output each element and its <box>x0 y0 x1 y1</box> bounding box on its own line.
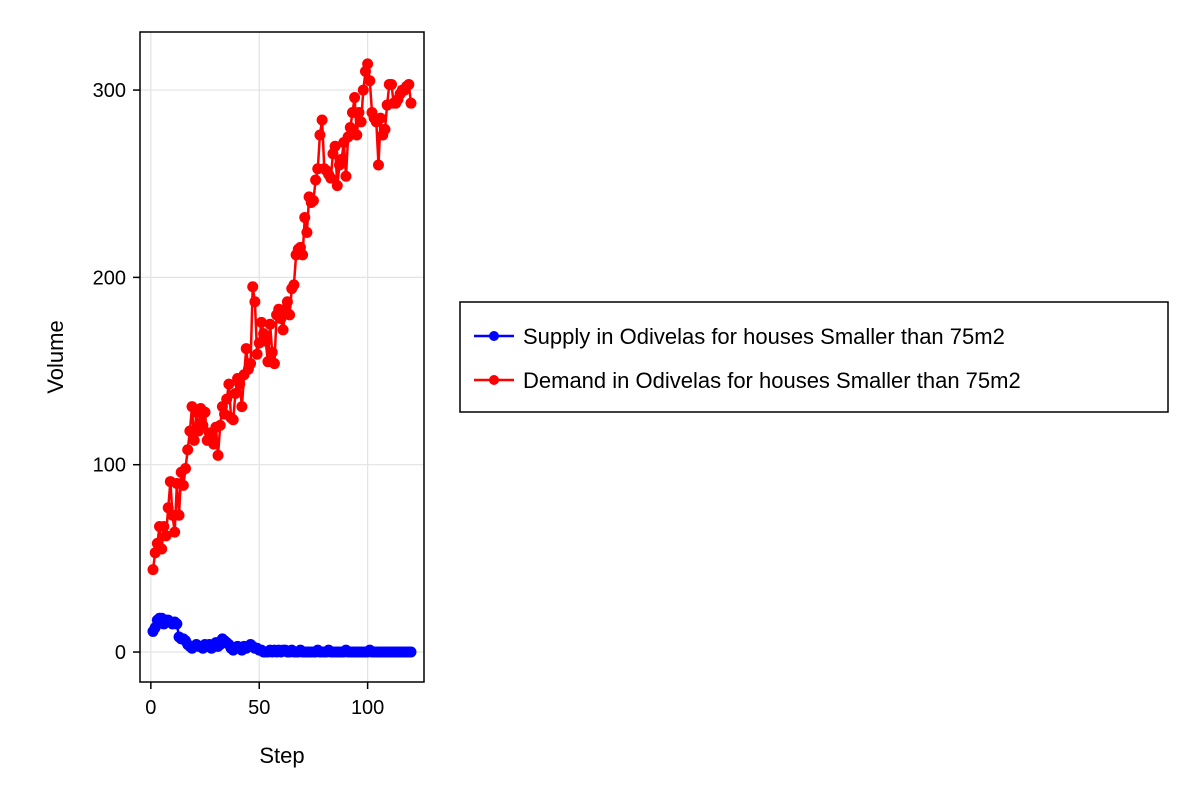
legend: Supply in Odivelas for houses Smaller th… <box>459 301 1169 413</box>
legend-marker-demand <box>489 375 499 385</box>
data-point <box>281 296 293 308</box>
data-point <box>197 419 209 431</box>
data-point <box>147 564 159 576</box>
y-tick-label: 200 <box>93 267 126 289</box>
data-point <box>372 159 384 171</box>
x-tick-label: 0 <box>145 697 156 719</box>
data-point <box>385 78 397 90</box>
data-point <box>251 348 263 360</box>
data-point <box>405 646 417 658</box>
data-point <box>229 388 241 400</box>
data-point <box>247 281 259 293</box>
data-point <box>227 414 239 426</box>
data-point <box>264 318 276 330</box>
data-point <box>234 378 246 390</box>
data-point <box>342 131 354 143</box>
data-point <box>199 406 211 418</box>
data-point <box>277 324 289 336</box>
data-point <box>349 92 361 104</box>
data-point <box>221 393 233 405</box>
data-point <box>245 358 257 370</box>
data-point <box>182 444 194 456</box>
data-point <box>297 249 309 261</box>
data-point <box>255 316 267 328</box>
data-point <box>249 296 261 308</box>
x-axis-title: Step <box>259 743 304 768</box>
data-point <box>329 140 341 152</box>
data-point <box>405 97 417 109</box>
data-point <box>284 309 296 321</box>
y-tick-label: 300 <box>93 80 126 102</box>
data-point <box>156 543 168 555</box>
axis-ticks: 0 50 100 0 100 200 300 <box>93 80 385 719</box>
data-point <box>180 462 192 474</box>
y-axis-title: Volume <box>43 320 68 393</box>
data-point <box>310 174 322 186</box>
data-point <box>212 449 224 461</box>
data-point <box>173 509 185 521</box>
data-point <box>169 526 181 538</box>
legend-label-supply: Supply in Odivelas for houses Smaller th… <box>523 324 1005 349</box>
data-point <box>299 211 311 223</box>
data-point <box>344 122 356 134</box>
data-point <box>364 75 376 87</box>
data-point <box>314 129 326 141</box>
data-point <box>362 58 374 70</box>
data-point <box>357 84 369 96</box>
data-point <box>301 226 313 238</box>
legend-entry-demand: Demand in Odivelas for houses Smaller th… <box>474 368 1021 393</box>
data-point <box>325 172 337 184</box>
data-point <box>375 112 387 124</box>
legend-label-demand: Demand in Odivelas for houses Smaller th… <box>523 368 1021 393</box>
data-point <box>351 129 363 141</box>
series-layer <box>147 58 417 658</box>
data-point <box>403 78 415 90</box>
data-point <box>336 153 348 165</box>
data-point <box>268 358 280 370</box>
data-point <box>331 180 343 192</box>
y-tick-label: 0 <box>115 642 126 664</box>
legend-box <box>459 301 1169 413</box>
data-point <box>260 335 272 347</box>
data-point <box>223 378 235 390</box>
plot-area-frame <box>139 31 425 683</box>
data-point <box>208 438 220 450</box>
data-point <box>171 618 183 630</box>
legend-marker-supply <box>489 331 499 341</box>
data-point <box>266 346 278 358</box>
data-point <box>188 434 200 446</box>
x-tick-label: 100 <box>351 697 384 719</box>
data-point <box>214 419 226 431</box>
data-point <box>316 114 328 126</box>
data-point <box>353 107 365 119</box>
series-demand <box>147 58 417 576</box>
data-point <box>288 279 300 291</box>
y-tick-label: 100 <box>93 455 126 477</box>
series-supply <box>147 612 417 658</box>
data-point <box>160 530 172 542</box>
data-point <box>379 123 391 135</box>
data-point <box>177 479 189 491</box>
data-point <box>340 170 352 182</box>
data-point <box>158 521 170 533</box>
data-point <box>275 313 287 325</box>
data-point <box>355 116 367 128</box>
data-point <box>184 425 196 437</box>
data-point <box>307 195 319 207</box>
legend-entry-supply: Supply in Odivelas for houses Smaller th… <box>474 324 1005 349</box>
data-point <box>236 401 248 413</box>
data-point <box>240 343 252 355</box>
x-tick-label: 50 <box>248 697 270 719</box>
